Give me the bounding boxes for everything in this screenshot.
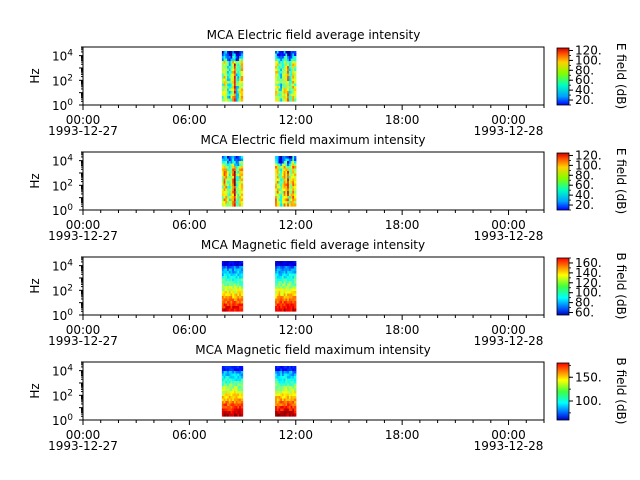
colorbar-tick-label: 40. xyxy=(575,188,594,202)
x-tick-label: 00:00 xyxy=(491,218,526,232)
panel-1: MCA Electric field average intensity 100 1… xyxy=(28,28,628,138)
y-tick-label: 104 xyxy=(52,364,73,379)
x-tick-label: 00:00 xyxy=(66,218,101,232)
spectrogram-block xyxy=(221,51,244,102)
x-tick-label: 12:00 xyxy=(278,113,313,127)
x-tick-label: 12:00 xyxy=(278,218,313,232)
x-tick-label: 00:00 xyxy=(491,428,526,442)
y-axis-label: Hz xyxy=(28,173,42,188)
colorbar-tick-label: 100. xyxy=(575,53,602,67)
panel-title: MCA Magnetic field maximum intensity xyxy=(195,343,431,357)
x-tick-label: 00:00 xyxy=(491,113,526,127)
plot-frame xyxy=(82,256,545,316)
x-tick-label: 00:00 xyxy=(66,323,101,337)
colorbar-label: E field (dB) xyxy=(614,43,628,109)
x-tick-label: 00:00 xyxy=(491,323,526,337)
panel-title: MCA Magnetic field average intensity xyxy=(201,238,425,252)
y-tick-label: 100 xyxy=(52,413,73,428)
x-date-label: 1993-12-27 xyxy=(48,124,118,138)
colorbar-tick-label: 120. xyxy=(575,43,602,57)
colorbar-tick-label: 60. xyxy=(575,73,594,87)
colorbar-tick-label: 100. xyxy=(575,158,602,172)
panel-2: MCA Electric field maximum intensity 100 1… xyxy=(28,133,628,243)
colorbar-tick-label: 120. xyxy=(575,148,602,162)
y-tick-label: 100 xyxy=(52,308,73,323)
x-date-label: 1993-12-28 xyxy=(474,334,544,348)
colorbar-tick-label: 60. xyxy=(575,306,594,320)
y-axis-label: Hz xyxy=(28,68,42,83)
colorbar-tick-label: 80. xyxy=(575,63,594,77)
panel-3: MCA Magnetic field average intensity 100 1… xyxy=(28,238,628,348)
panel-title: MCA Electric field maximum intensity xyxy=(200,133,425,147)
x-tick-label: 12:00 xyxy=(278,323,313,337)
x-date-label: 1993-12-27 xyxy=(48,439,118,453)
y-tick-label: 102 xyxy=(52,388,73,403)
colorbar-tick-label: 80. xyxy=(575,168,594,182)
x-tick-label: 12:00 xyxy=(278,428,313,442)
x-tick-label: 18:00 xyxy=(385,218,420,232)
colorbar-tick-label: 40. xyxy=(575,83,594,97)
y-tick-label: 104 xyxy=(52,154,73,169)
colorbar-tick-label: 150. xyxy=(575,370,602,384)
x-tick-label: 18:00 xyxy=(385,113,420,127)
spectrogram-block xyxy=(275,366,297,417)
colorbar-tick-label: 80. xyxy=(575,296,594,310)
y-tick-label: 100 xyxy=(52,203,73,218)
colorbar xyxy=(556,47,570,106)
spectrogram-block xyxy=(275,51,297,102)
colorbar-tick-label: 20. xyxy=(575,93,594,107)
x-tick-label: 06:00 xyxy=(172,113,207,127)
y-tick-label: 102 xyxy=(52,283,73,298)
spectrogram-block xyxy=(221,366,244,417)
x-tick-label: 06:00 xyxy=(172,323,207,337)
colorbar xyxy=(556,152,570,211)
y-tick-label: 102 xyxy=(52,178,73,193)
x-tick-label: 00:00 xyxy=(66,428,101,442)
x-date-label: 1993-12-28 xyxy=(474,229,544,243)
plot-frame xyxy=(82,151,545,211)
y-tick-label: 104 xyxy=(52,259,73,274)
colorbar xyxy=(556,362,570,421)
colorbar-tick-label: 140. xyxy=(575,266,602,280)
x-date-label: 1993-12-28 xyxy=(474,124,544,138)
colorbar-tick-label: 100. xyxy=(575,394,602,408)
colorbar-label: E field (dB) xyxy=(614,148,628,214)
colorbar-label: B field (dB) xyxy=(614,358,628,425)
x-tick-label: 18:00 xyxy=(385,428,420,442)
colorbar-tick-label: 20. xyxy=(575,198,594,212)
panel-4: MCA Magnetic field maximum intensity 100 1… xyxy=(28,343,628,453)
x-date-label: 1993-12-27 xyxy=(48,229,118,243)
x-tick-label: 06:00 xyxy=(172,428,207,442)
panel-title: MCA Electric field average intensity xyxy=(207,28,421,42)
colorbar-tick-label: 160. xyxy=(575,256,602,270)
spectrogram-block xyxy=(275,156,297,207)
colorbar-tick-label: 120. xyxy=(575,276,602,290)
plot-frame xyxy=(82,361,545,421)
x-tick-label: 00:00 xyxy=(66,113,101,127)
y-tick-label: 104 xyxy=(52,49,73,64)
y-tick-label: 100 xyxy=(52,98,73,113)
x-tick-label: 06:00 xyxy=(172,218,207,232)
x-date-label: 1993-12-27 xyxy=(48,334,118,348)
y-axis-label: Hz xyxy=(28,383,42,398)
x-tick-label: 18:00 xyxy=(385,323,420,337)
spectrogram-block xyxy=(221,156,244,207)
colorbar-label: B field (dB) xyxy=(614,253,628,320)
spectrogram-block xyxy=(275,261,297,312)
plot-frame xyxy=(82,46,545,106)
colorbar-tick-label: 60. xyxy=(575,178,594,192)
y-tick-label: 102 xyxy=(52,73,73,88)
colorbar xyxy=(556,257,570,316)
spectrogram-block xyxy=(221,261,244,312)
x-date-label: 1993-12-28 xyxy=(474,439,544,453)
colorbar-tick-label: 100. xyxy=(575,286,602,300)
y-axis-label: Hz xyxy=(28,278,42,293)
